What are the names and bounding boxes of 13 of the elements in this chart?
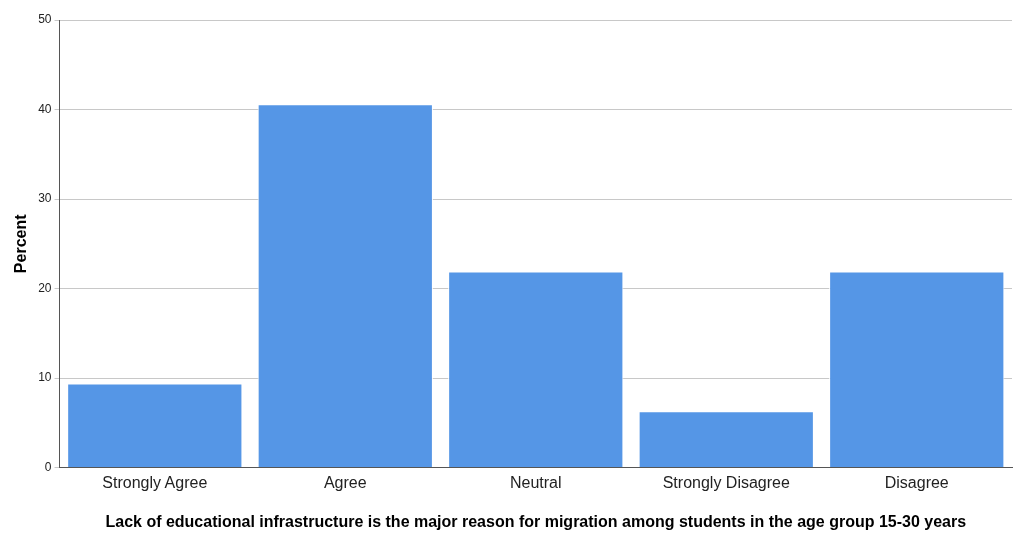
y-tick-label: 50 xyxy=(38,12,52,27)
x-tick-label: Agree xyxy=(323,473,367,491)
x-tick-label: Strongly Agree xyxy=(102,473,208,491)
y-axis-title: Percent xyxy=(12,213,30,274)
y-tick-label: 30 xyxy=(38,191,52,206)
y-tick-label: 20 xyxy=(38,280,52,295)
x-axis-title: Lack of educational infrastructure is the major reason for migration among students in the age group 15-30 years xyxy=(105,512,967,530)
y-tick-label: 0 xyxy=(44,459,52,474)
x-tick-label: Neutral xyxy=(509,473,562,491)
y-tick-label: 40 xyxy=(38,101,52,116)
y-tick-label: 10 xyxy=(38,370,52,385)
x-tick-label: Disagree xyxy=(884,473,949,491)
x-tick-label: Strongly Disagree xyxy=(662,473,790,491)
